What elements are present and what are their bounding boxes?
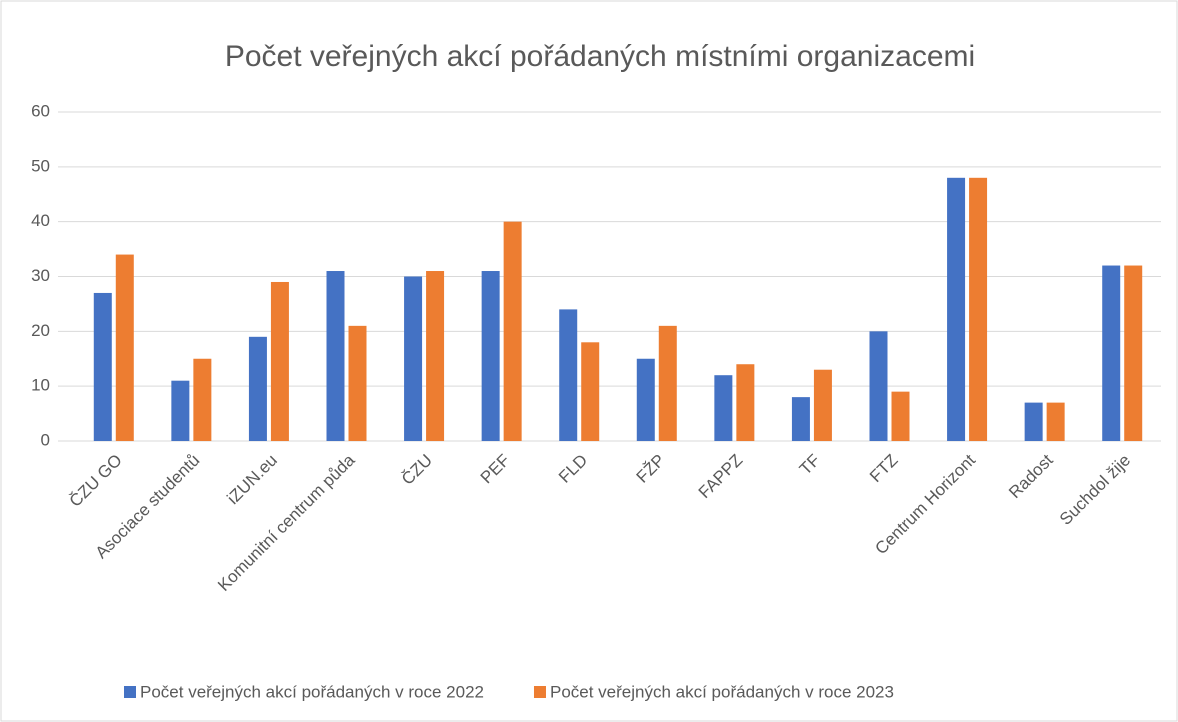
bar xyxy=(791,397,810,441)
legend-swatch xyxy=(533,686,546,698)
legend-swatch xyxy=(124,686,136,698)
bar xyxy=(947,177,966,442)
bar xyxy=(326,271,345,441)
bar xyxy=(1024,402,1043,441)
bar xyxy=(869,331,888,441)
bar xyxy=(426,271,445,441)
bar xyxy=(714,375,733,441)
bar xyxy=(1046,402,1065,441)
bar xyxy=(171,380,190,441)
bar xyxy=(115,254,134,441)
chart-title: Počet veřejných akcí pořádaných místními… xyxy=(225,40,975,73)
bar xyxy=(891,391,910,441)
bar xyxy=(559,309,578,441)
bar xyxy=(813,369,832,441)
y-tick-label: 50 xyxy=(31,156,50,175)
bar xyxy=(969,177,988,442)
bar xyxy=(193,358,212,441)
bar xyxy=(1124,265,1143,441)
bar xyxy=(636,358,655,441)
bar xyxy=(93,292,112,441)
bar xyxy=(658,325,677,441)
legend-label: Počet veřejných akcí pořádaných v roce 2… xyxy=(140,682,484,701)
bar xyxy=(581,342,600,441)
y-tick-label: 40 xyxy=(31,211,50,230)
bar xyxy=(503,221,522,441)
bar xyxy=(736,364,755,441)
bar xyxy=(270,281,289,441)
bar xyxy=(481,271,500,441)
y-tick-label: 60 xyxy=(31,101,50,120)
legend-label: Počet veřejných akcí pořádaných v roce 2… xyxy=(550,682,894,701)
bar xyxy=(248,336,267,441)
bar xyxy=(1102,265,1121,441)
y-tick-label: 30 xyxy=(31,266,50,285)
y-tick-label: 20 xyxy=(31,321,50,340)
y-tick-label: 10 xyxy=(31,376,50,395)
bar xyxy=(404,276,423,441)
y-tick-label: 0 xyxy=(41,430,50,449)
bar xyxy=(348,325,367,441)
